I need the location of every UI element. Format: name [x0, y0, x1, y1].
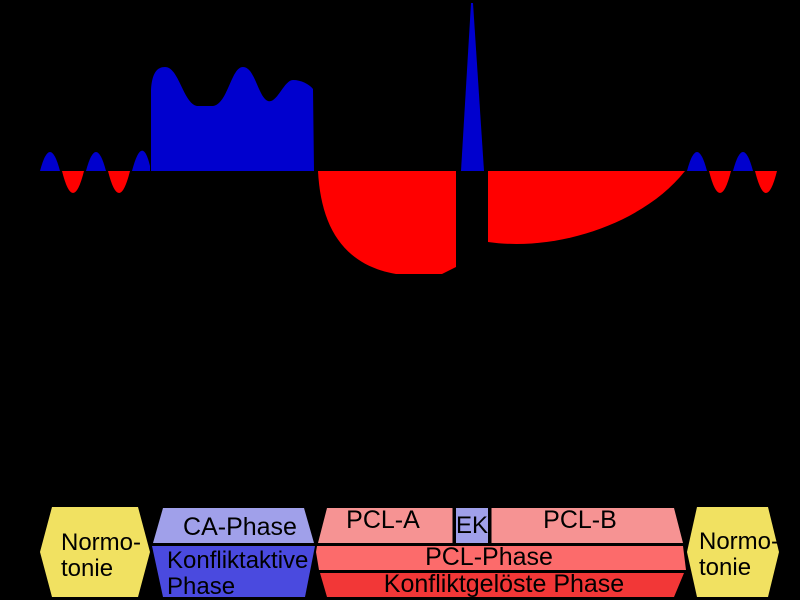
ca-phase-label: CA-Phase: [183, 513, 297, 541]
biorhythm-waveform: [40, 3, 777, 274]
ek-label: EK: [456, 512, 488, 539]
normotonie-left-label-line1: Normo-: [61, 529, 141, 556]
pcl-phase-band: [316, 546, 686, 570]
vagotonia-trough-pcl-a: [318, 171, 456, 274]
pcl-a-label: PCL-A: [346, 506, 420, 534]
vagotonia-trough-pcl-b: [488, 171, 685, 244]
normotonia-dip-right-2: [755, 171, 777, 193]
konfliktgeloeste-phase-band: [320, 573, 684, 597]
normotonia-peak-right-1: [687, 152, 707, 171]
pcl-top-band: [318, 508, 683, 543]
normotonia-dip-left-2: [108, 171, 130, 193]
normotonia-peak-left-3: [132, 150, 150, 171]
konfliktaktive-phase-band: [152, 546, 315, 597]
konfliktaktive-label-line1: Konfliktaktive: [167, 547, 308, 574]
epileptoid-crisis-spike: [461, 3, 484, 171]
normotonie-right-label-line2: tonie: [699, 554, 751, 581]
ca-phase-top-band: [153, 508, 314, 543]
normotonie-right-hexagon: [687, 507, 779, 597]
pcl-b-label: PCL-B: [543, 506, 617, 534]
konfliktgeloeste-label: Konfliktgelöste Phase: [384, 570, 624, 598]
normotonie-right-label-line1: Normo-: [699, 528, 779, 555]
normotonia-peak-right-2: [733, 152, 753, 171]
normotonia-dip-left-1: [62, 171, 84, 193]
normotonie-left-label-line2: tonie: [61, 555, 113, 582]
pcl-phase-label: PCL-Phase: [425, 543, 553, 571]
normotonia-peak-left-1: [40, 152, 60, 171]
normotonia-peak-left-2: [86, 152, 106, 171]
sympathicotonia-plateau: [151, 67, 314, 171]
konfliktaktive-label-line2: Phase: [167, 573, 235, 600]
normotonia-dip-right-1: [709, 171, 731, 193]
normotonie-left-hexagon: [40, 507, 150, 597]
phase-bar: Normo- tonie CA-Phase Konfliktaktive Pha…: [40, 506, 779, 600]
ek-box: [456, 508, 488, 543]
